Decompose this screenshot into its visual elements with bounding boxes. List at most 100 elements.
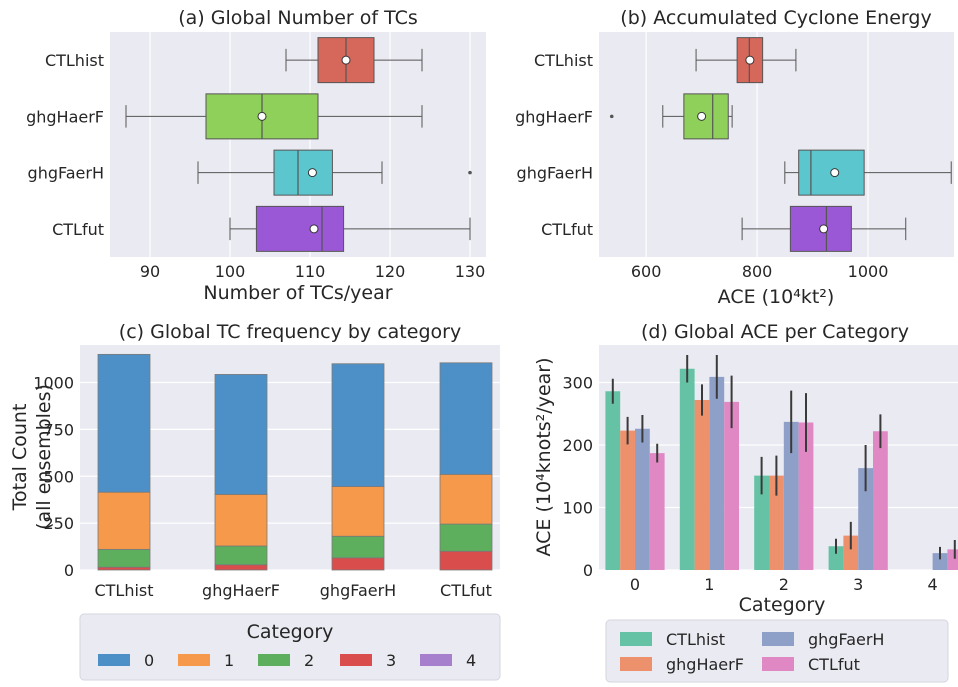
panel-b-xtick-label: 800 (742, 262, 773, 281)
panel-d-title: (d) Global ACE per Category (641, 321, 909, 343)
panel-c-bar-CTLhist-cat1 (97, 491, 151, 550)
panel-c-bar-CTLhist-cat0 (97, 353, 151, 493)
panel-d-bar-CTLhist-cat0 (605, 391, 621, 570)
panel-c-bar-CTLfut-cat2 (439, 523, 493, 552)
panel-d-bar-ghgHaerF-cat3 (843, 535, 859, 570)
panel-d-legend-label: CTLfut (808, 655, 860, 674)
panel-a-ytick-label: CTLfut (52, 220, 104, 239)
panel-a-ytick-label: ghgHaerF (26, 107, 104, 126)
panel-d: (d) Global ACE per Category 0 1 2 3 4 0 100 20… (533, 321, 958, 683)
panel-d-ytick-label: 0 (583, 561, 593, 580)
panel-d-bar-CTLfut-cat1 (724, 401, 739, 570)
panel-a-flier-ghgFaerH (468, 170, 472, 175)
panel-c-title: (c) Global TC frequency by category (119, 321, 461, 343)
panel-c-legend-label: 0 (144, 651, 154, 670)
panel-c-xtick-label: CTLfut (440, 581, 492, 600)
panel-d-bar-CTLhist-cat1 (679, 368, 695, 570)
panel-d-bar-CTLfut-cat0 (649, 453, 665, 570)
panel-a-xtick-label: 130 (455, 262, 486, 281)
panel-b-mean-CTLhist (745, 55, 755, 65)
panel-b-title: (b) Accumulated Cyclone Energy (620, 7, 931, 29)
panel-c-bar-CTLfut-cat0 (439, 362, 493, 475)
panel-c-xtick-label: ghgFaerH (320, 581, 396, 600)
panel-d-ytick-label: 200 (562, 436, 593, 455)
panel-c-bar-CTLhist-cat2 (97, 548, 151, 568)
panel-c-xtick-label: ghgHaerF (202, 581, 280, 600)
panel-d-legend-box (605, 619, 949, 683)
panel-d-legend-swatch-CTLfut (762, 657, 794, 671)
panel-d-ytick-label: 300 (562, 374, 593, 393)
panel-b-mean-CTLfut (819, 224, 829, 234)
panel-a: (a) Global Number of TCs 90 100 110 120 130 … (26, 7, 486, 304)
panel-d-xtick-label: 4 (928, 575, 938, 594)
panel-c-legend-swatch-1 (178, 654, 210, 666)
panel-c-legend-swatch-3 (340, 654, 372, 666)
panel-c-legend-label: 2 (304, 651, 314, 670)
panel-c-ytick-label: 250 (43, 514, 74, 533)
panel-d-bar-ghgFaerH-cat1 (709, 376, 725, 570)
panel-b-xtick-label: 1000 (848, 262, 889, 281)
panel-d-bar-ghgFaerH-cat4 (932, 553, 948, 570)
panel-a-box-ghgFaerH (273, 149, 333, 196)
panel-c: (c) Global TC frequency by category CTLh… (9, 321, 501, 681)
panel-d-xtick-label: 0 (630, 575, 640, 594)
panel-c-bar-CTLfut-cat1 (439, 473, 493, 525)
panel-a-xtick-label: 90 (140, 262, 160, 281)
panel-d-bar-ghgHaerF-cat2 (769, 475, 784, 570)
panel-d-bar-CTLfut-cat2 (798, 422, 814, 570)
panel-c-bar-ghgFaerH-cat0 (331, 363, 385, 487)
panel-d-ylabel: ACE (10⁴knots²/year) (533, 357, 555, 556)
panel-c-legend-label: 3 (386, 651, 396, 670)
panel-a-mean-CTLfut (309, 224, 319, 234)
panel-c-bar-ghgHaerF-cat0 (214, 374, 268, 495)
panel-d-bar-CTLhist-cat2 (754, 475, 769, 570)
panel-a-xtick-label: 110 (295, 262, 326, 281)
panel-c-bar-CTLfut-cat3 (439, 550, 493, 571)
panel-b-xlabel: ACE (10⁴kt²) (718, 286, 835, 308)
panel-a-ytick-label: CTLhist (45, 51, 104, 70)
panel-b: (b) Accumulated Cyclone Energy 600 800 100… (515, 7, 954, 308)
panel-c-bar-ghgHaerF-cat2 (214, 545, 268, 566)
panel-a-xtick-label: 100 (215, 262, 246, 281)
panel-b-ytick-label: ghgFaerH (517, 164, 593, 183)
panel-d-legend-label: CTLhist (666, 630, 725, 649)
panel-d-legend-label: ghgFaerH (808, 630, 884, 649)
panel-c-xtick-label: CTLhist (94, 581, 153, 600)
panel-d-bar-ghgFaerH-cat0 (635, 428, 650, 570)
panel-a-mean-ghgHaerF (257, 111, 267, 121)
panel-d-legend-swatch-CTLhist (620, 632, 652, 646)
panel-c-ylabel: Total Count (9, 404, 31, 512)
panel-c-legend-title: Category (247, 621, 334, 643)
panel-c-ytick-label: 500 (43, 467, 74, 486)
panel-b-ytick-label: CTLfut (541, 220, 593, 239)
panel-a-title: (a) Global Number of TCs (178, 7, 418, 29)
panel-c-bar-ghgFaerH-cat2 (331, 535, 385, 559)
panel-c-legend-swatch-0 (98, 654, 130, 666)
panel-c-bar-ghgFaerH-cat3 (331, 557, 385, 571)
panel-b-xtick-label: 600 (631, 262, 662, 281)
panel-d-xlabel: Category (739, 594, 826, 616)
panel-d-xtick-label: 1 (704, 575, 714, 594)
panel-c-ylabel-2: (all ensembles) (33, 384, 55, 530)
panel-a-ytick-label: ghgFaerH (28, 164, 104, 183)
panel-d-xtick-label: 2 (779, 575, 789, 594)
panel-d-legend-label: ghgHaerF (666, 655, 744, 674)
panel-d-bar-CTLhist-cat3 (828, 546, 844, 570)
panel-b-ytick-label: ghgHaerF (515, 107, 593, 126)
panel-c-ytick-label: 750 (43, 420, 74, 439)
panel-d-ytick-label: 100 (562, 499, 593, 518)
panel-a-mean-CTLhist (341, 55, 351, 65)
panel-a-xtick-label: 120 (375, 262, 406, 281)
panel-b-flier-ghgHaerF (609, 114, 614, 119)
panel-d-bar-ghgFaerH-cat2 (783, 421, 799, 570)
panel-c-ytick-label: 0 (64, 561, 74, 580)
panel-d-legend: CTLhist ghgFaerH ghgHaerF CTLfut (605, 619, 949, 683)
panel-c-ytick-label: 1000 (33, 374, 74, 393)
panel-b-mean-ghgHaerF (697, 111, 707, 121)
panel-b-plot-area (599, 32, 954, 257)
panel-d-bar-ghgHaerF-cat0 (620, 430, 635, 570)
panel-a-mean-ghgFaerH (307, 168, 317, 178)
panel-c-legend-label: 1 (224, 651, 234, 670)
panel-b-mean-ghgFaerH (830, 168, 840, 178)
